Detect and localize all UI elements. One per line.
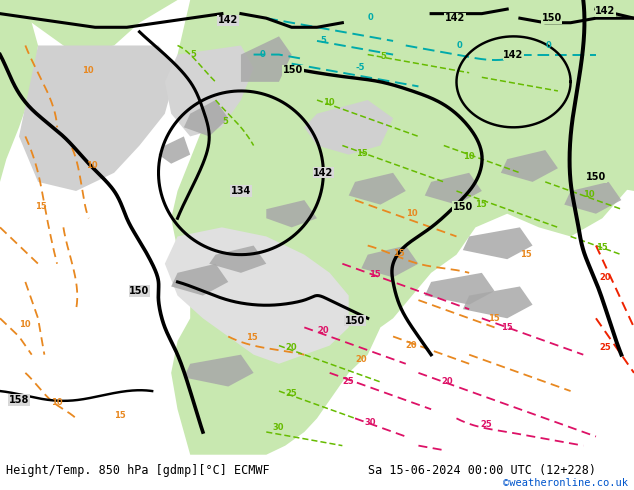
Polygon shape bbox=[184, 100, 228, 136]
Text: 20: 20 bbox=[441, 377, 453, 386]
Text: 25: 25 bbox=[342, 377, 354, 386]
Text: ©weatheronline.co.uk: ©weatheronline.co.uk bbox=[503, 478, 628, 488]
Polygon shape bbox=[463, 287, 533, 318]
Polygon shape bbox=[0, 0, 178, 54]
Text: 20: 20 bbox=[317, 326, 328, 335]
Text: 150: 150 bbox=[345, 316, 365, 325]
Text: 15: 15 bbox=[246, 333, 258, 342]
Text: 5: 5 bbox=[380, 52, 386, 61]
Text: 5: 5 bbox=[321, 36, 327, 45]
Text: 10: 10 bbox=[323, 98, 335, 107]
Text: 150: 150 bbox=[129, 286, 150, 296]
Text: 10: 10 bbox=[82, 66, 94, 75]
Text: 142: 142 bbox=[445, 13, 465, 23]
Text: 10: 10 bbox=[583, 190, 595, 199]
Text: 0: 0 bbox=[456, 41, 462, 50]
Polygon shape bbox=[266, 200, 317, 227]
Text: 134: 134 bbox=[231, 186, 251, 196]
Polygon shape bbox=[171, 0, 634, 455]
Text: 10: 10 bbox=[86, 161, 97, 170]
Text: 25: 25 bbox=[481, 419, 493, 429]
Text: 0: 0 bbox=[368, 13, 373, 23]
Text: 15: 15 bbox=[520, 250, 532, 259]
Polygon shape bbox=[564, 182, 621, 214]
Text: 10: 10 bbox=[406, 209, 417, 218]
Polygon shape bbox=[241, 36, 292, 82]
Text: 15: 15 bbox=[35, 202, 47, 211]
Text: 158: 158 bbox=[9, 395, 29, 405]
Text: 15: 15 bbox=[369, 270, 381, 279]
Polygon shape bbox=[158, 136, 190, 164]
Polygon shape bbox=[425, 173, 482, 205]
Text: Height/Temp. 850 hPa [gdmp][°C] ECMWF: Height/Temp. 850 hPa [gdmp][°C] ECMWF bbox=[6, 464, 270, 477]
Text: 15: 15 bbox=[393, 249, 405, 258]
Text: -5: -5 bbox=[355, 63, 365, 72]
Polygon shape bbox=[361, 245, 418, 277]
Polygon shape bbox=[171, 264, 228, 295]
Text: Sa 15-06-2024 00:00 UTC (12+228): Sa 15-06-2024 00:00 UTC (12+228) bbox=[368, 464, 596, 477]
Polygon shape bbox=[165, 46, 254, 136]
Text: 0: 0 bbox=[260, 50, 266, 59]
Text: 20: 20 bbox=[406, 341, 417, 350]
Polygon shape bbox=[431, 0, 634, 191]
Text: 15: 15 bbox=[356, 149, 368, 158]
Text: 142: 142 bbox=[595, 6, 616, 16]
Text: 30: 30 bbox=[365, 418, 376, 427]
Polygon shape bbox=[304, 100, 393, 155]
Text: 15: 15 bbox=[476, 200, 488, 209]
Polygon shape bbox=[349, 173, 406, 205]
Text: 0: 0 bbox=[545, 41, 551, 50]
Polygon shape bbox=[501, 150, 558, 182]
Text: 15: 15 bbox=[114, 411, 126, 420]
Text: 25: 25 bbox=[599, 343, 611, 352]
Text: 150: 150 bbox=[586, 172, 606, 182]
Text: 20: 20 bbox=[285, 343, 297, 352]
Text: 15: 15 bbox=[596, 243, 608, 252]
Text: 15: 15 bbox=[488, 314, 500, 322]
Text: 25: 25 bbox=[285, 389, 297, 397]
Polygon shape bbox=[425, 273, 495, 305]
Text: 20: 20 bbox=[600, 272, 611, 282]
Text: 10: 10 bbox=[51, 398, 62, 407]
Text: 5: 5 bbox=[222, 117, 228, 125]
Polygon shape bbox=[19, 46, 178, 191]
Text: 150: 150 bbox=[283, 66, 303, 75]
Text: 142: 142 bbox=[313, 168, 333, 178]
Polygon shape bbox=[184, 355, 254, 387]
Polygon shape bbox=[165, 227, 349, 364]
Text: 10: 10 bbox=[463, 152, 474, 161]
Polygon shape bbox=[209, 245, 266, 273]
Text: 5: 5 bbox=[190, 50, 196, 59]
Text: 142: 142 bbox=[218, 16, 238, 25]
Text: 30: 30 bbox=[273, 423, 284, 432]
Text: 10: 10 bbox=[19, 320, 30, 329]
Text: 20: 20 bbox=[355, 354, 366, 364]
Text: 142: 142 bbox=[503, 49, 524, 60]
Polygon shape bbox=[0, 0, 38, 182]
Text: 150: 150 bbox=[453, 202, 473, 212]
Text: 15: 15 bbox=[501, 323, 513, 332]
Polygon shape bbox=[463, 227, 533, 259]
Text: 150: 150 bbox=[541, 13, 562, 23]
